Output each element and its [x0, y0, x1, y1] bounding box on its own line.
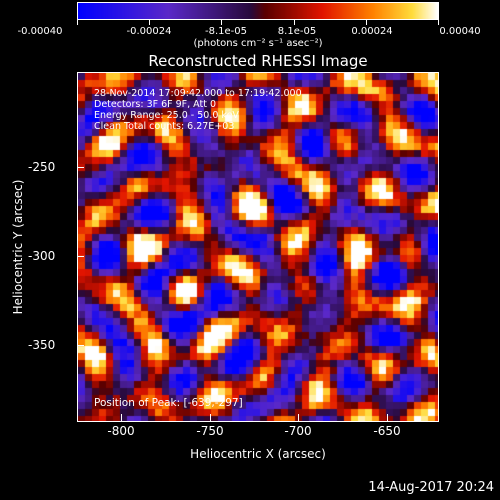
x-tick-label: -750	[196, 424, 224, 438]
timestamp: 14-Aug-2017 20:24	[368, 480, 494, 495]
colorbar-units: (photons cm⁻² s⁻¹ asec⁻²)	[193, 38, 323, 49]
x-tick-label: -800	[107, 424, 135, 438]
image-title: Reconstructed RHESSI Image	[148, 52, 368, 70]
colorbar-tick-label: -0.00024	[126, 26, 172, 37]
colorbar-tick	[366, 20, 367, 25]
y-tick-label: -350	[28, 338, 56, 352]
x-tick	[210, 414, 211, 421]
x-tick	[387, 414, 388, 421]
annotation-time-range: 28-Nov-2014 17:09:42.000 to 17:19:42.000	[94, 88, 302, 99]
x-tick-label: -650	[373, 424, 401, 438]
x-tick	[298, 414, 299, 421]
colorbar-tick	[149, 20, 150, 25]
rhessi-image	[78, 73, 438, 421]
colorbar-tick-label: 8.1e-05	[277, 26, 317, 37]
y-tick	[77, 167, 84, 168]
rhessi-image-plot: 28-Nov-2014 17:09:42.000 to 17:19:42.000…	[77, 72, 439, 422]
colorbar-tick-label: -8.1e-05	[205, 26, 247, 37]
colorbar-tick	[221, 20, 222, 25]
annotation-peak: Position of Peak: [-639,-297]	[94, 397, 243, 409]
y-tick-label: -250	[28, 160, 56, 174]
annotation-detectors: Detectors: 3F 6F 9F, Att 0	[94, 99, 217, 110]
annotation-clean: Clean Total counts: 6.27E+03	[94, 121, 235, 132]
annotation-energy: Energy Range: 25.0 - 50.0 keV	[94, 110, 239, 121]
colorbar-tick	[77, 20, 78, 25]
x-tick	[121, 414, 122, 421]
colorbar-tick-label: 0.00040	[439, 26, 481, 37]
colorbar	[77, 2, 439, 20]
x-axis-label: Heliocentric X (arcsec)	[190, 447, 326, 461]
y-tick	[77, 256, 84, 257]
colorbar-tick	[438, 20, 439, 25]
x-tick-label: -700	[284, 424, 312, 438]
colorbar-tick	[294, 20, 295, 25]
y-axis-label: Heliocentric Y (arcsec)	[11, 179, 25, 315]
y-tick-label: -300	[28, 249, 56, 263]
colorbar-tick-label: -0.00040	[17, 26, 63, 37]
colorbar-tick-label: 0.00024	[351, 26, 393, 37]
y-tick	[77, 345, 84, 346]
